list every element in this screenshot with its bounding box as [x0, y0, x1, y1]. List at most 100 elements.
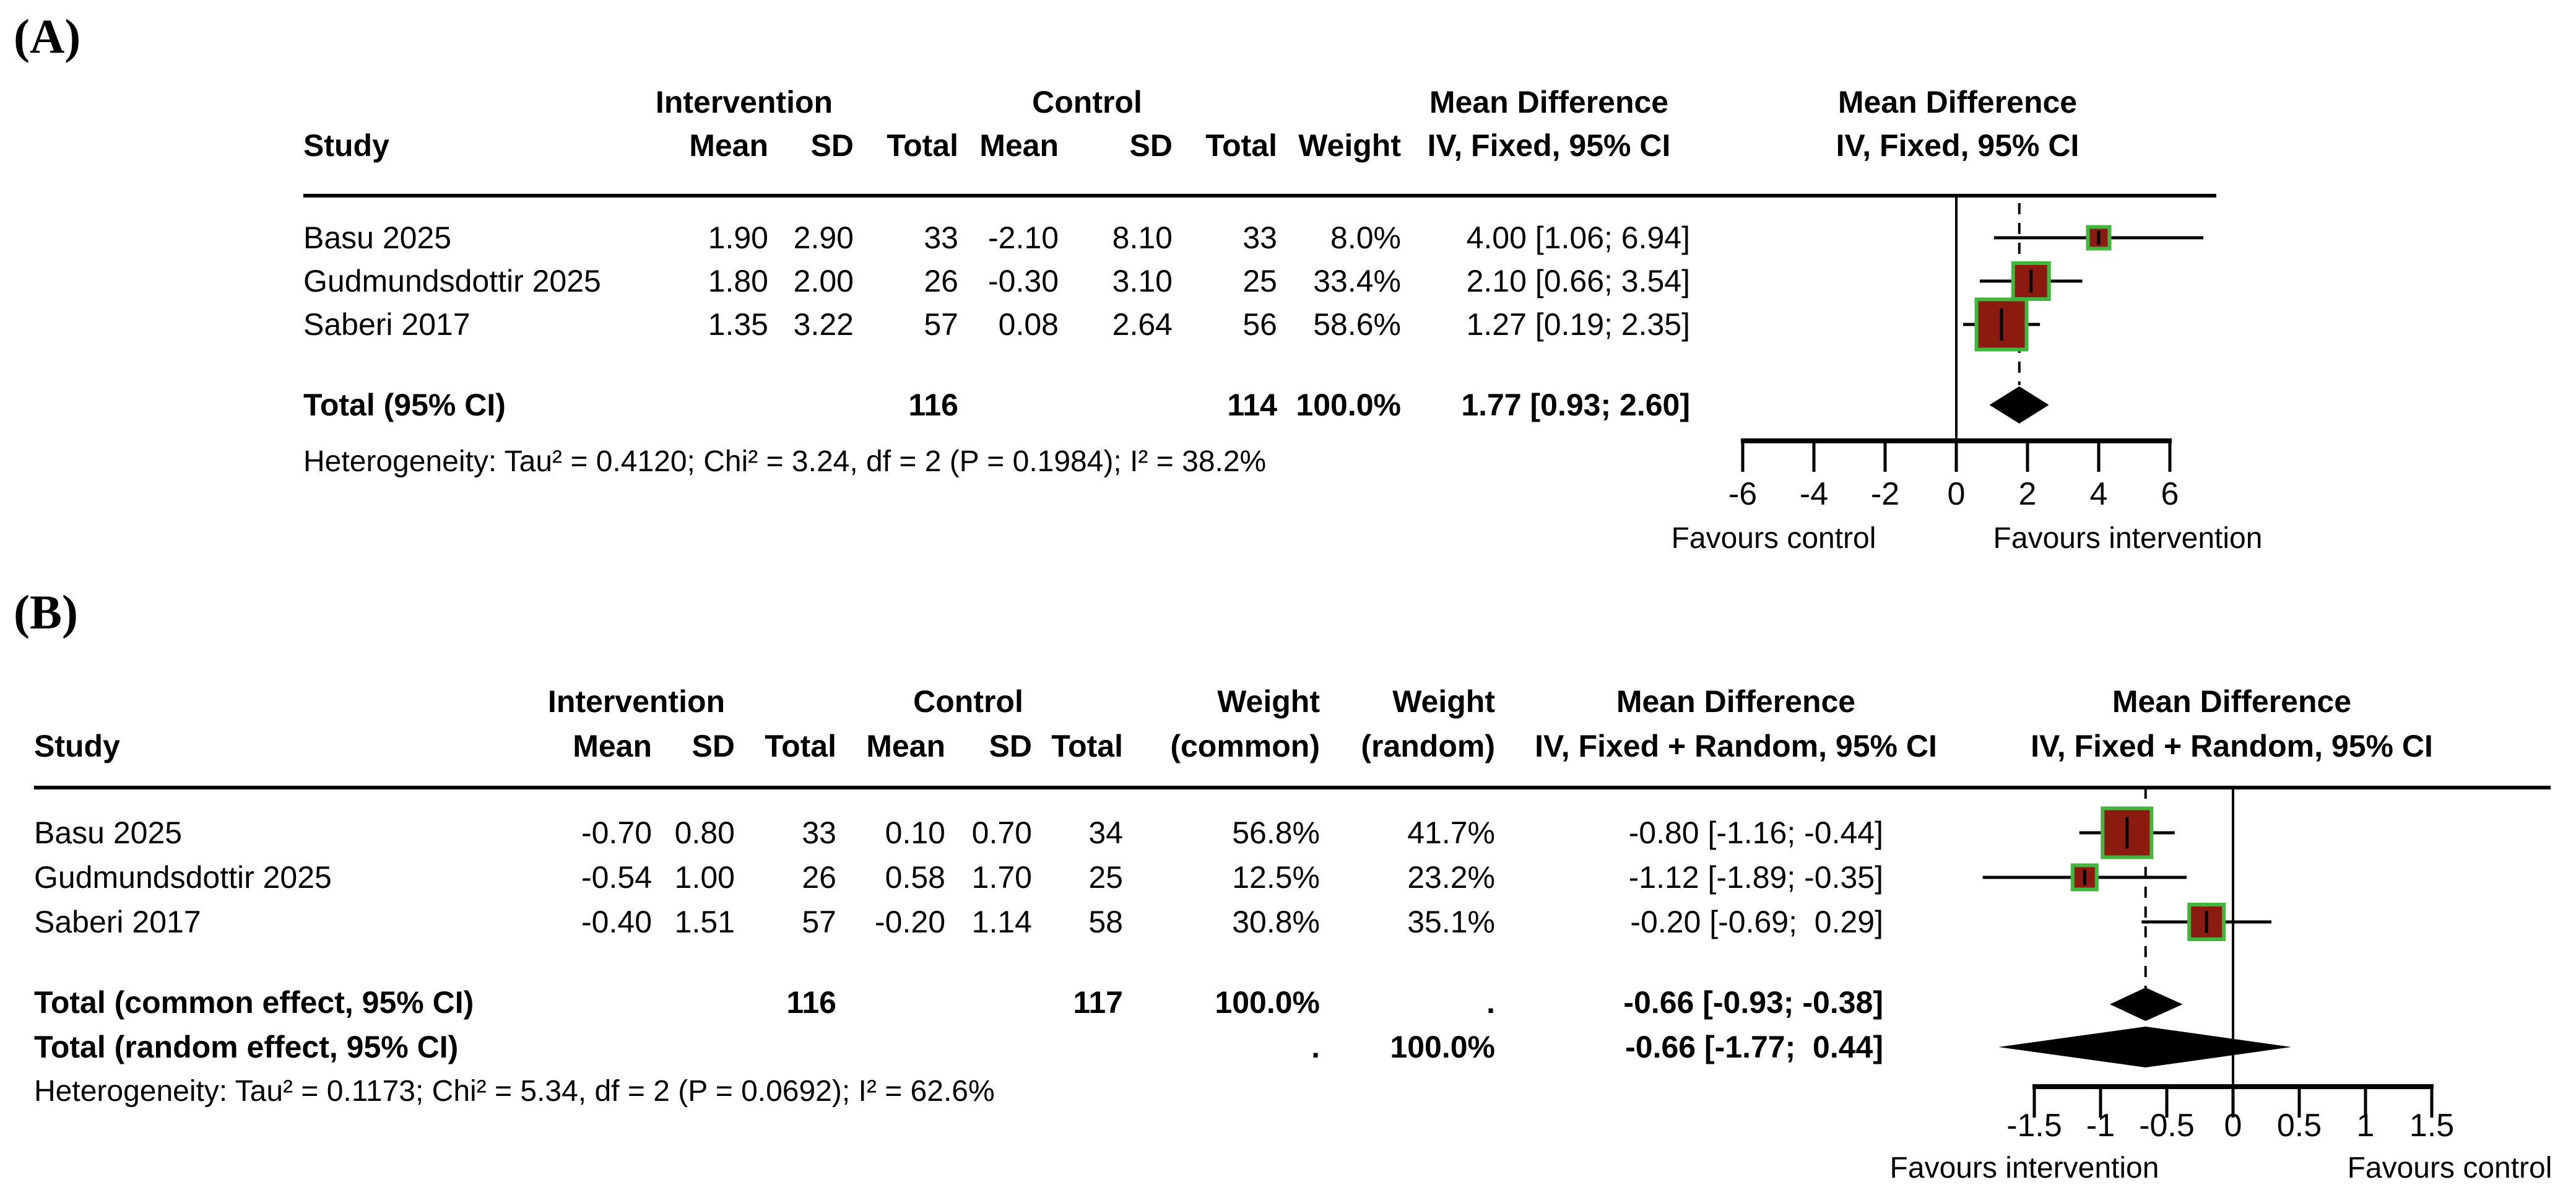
weight-common: 12.5% — [1232, 860, 1320, 895]
md-ci: 2.10 [0.66; 3.54] — [1466, 264, 1690, 298]
group-mean-difference-plot-a: Mean Difference — [1837, 85, 2078, 120]
intervention-total: 26 — [802, 860, 836, 895]
intervention-sd: 2.00 — [793, 264, 854, 298]
axis-tick-label: -6 — [1728, 476, 1757, 512]
control-mean: -0.30 — [988, 264, 1059, 298]
heterogeneity-text: Heterogeneity: Tau² = 0.1173; Chi² = 5.3… — [34, 1075, 995, 1108]
panel-b-group-header-row: Intervention Control Weight Weight Mean … — [0, 680, 2576, 723]
study-row-gudmundsdottir-a: Gudmundsdottir 2025 1.80 2.00 26 -0.30 3… — [0, 259, 2576, 303]
study-name: Saberi 2017 — [34, 905, 201, 939]
intervention-total: 57 — [924, 307, 958, 342]
control-total: 117 — [1073, 985, 1123, 1020]
control-total: 56 — [1242, 307, 1277, 342]
pooled-diamond — [1989, 386, 2049, 424]
intervention-total: 26 — [924, 264, 958, 298]
axis-tick-label: 1.5 — [2409, 1108, 2454, 1144]
col-intervention-mean-b: Mean — [573, 729, 652, 763]
study-name: Saberi 2017 — [303, 307, 471, 342]
control-mean: 0.58 — [885, 860, 945, 895]
col-control-mean-a: Mean — [979, 128, 1059, 163]
axis-tick-label: 1 — [2357, 1108, 2375, 1144]
intervention-total: 116 — [786, 985, 836, 1020]
intervention-sd: 1.51 — [674, 905, 735, 939]
md-ci: -0.20 [-0.69; 0.29] — [1630, 905, 1883, 939]
md-ci: -0.80 [-1.16; -0.44] — [1628, 815, 1883, 850]
col-intervention-mean-a: Mean — [689, 128, 768, 163]
heterogeneity-text: Heterogeneity: Tau² = 0.4120; Chi² = 3.2… — [303, 445, 1267, 478]
total-label: Total (common effect, 95% CI) — [34, 985, 474, 1020]
weight-random: . — [1486, 985, 1495, 1020]
weight-common: 100.0% — [1215, 985, 1320, 1020]
axis-tick-label: -0.5 — [2139, 1108, 2195, 1144]
forest-plot-b: -1.5 -1 -0.5 0 0.5 1 1.5 Favours intervention Fa… — [1890, 788, 2552, 1184]
control-sd: 3.10 — [1112, 264, 1173, 298]
axis-tick-label: 0.5 — [2277, 1108, 2322, 1144]
intervention-mean: -0.40 — [581, 905, 652, 939]
intervention-total: 33 — [924, 220, 958, 255]
col-control-sd-a: SD — [1129, 128, 1173, 163]
panel-a-column-header-row: Study Mean SD Total Mean SD Total Weight… — [0, 124, 2576, 167]
weight: 58.6% — [1313, 307, 1401, 342]
intervention-sd: 3.22 — [793, 307, 854, 342]
favours-left-label: Favours intervention — [1890, 1152, 2159, 1184]
control-total: 25 — [1088, 860, 1123, 895]
weight-common: . — [1311, 1030, 1320, 1064]
col-md-ci-text-b: IV, Fixed + Random, 95% CI — [1535, 729, 1937, 763]
control-total: 25 — [1242, 264, 1277, 298]
group-control-b: Control — [913, 684, 1023, 719]
col-control-mean-b: Mean — [866, 729, 945, 763]
md-ci: -0.66 [-1.77; 0.44] — [1625, 1030, 1883, 1064]
group-intervention-b: Intervention — [547, 684, 726, 719]
md-ci: 1.27 [0.19; 2.35] — [1466, 307, 1690, 342]
md-ci: 4.00 [1.06; 6.94] — [1466, 220, 1690, 255]
group-weight-common-b: Weight — [1217, 684, 1320, 719]
forest-plot-a: -6 -4 -2 0 2 4 6 Favours control Favours interve… — [1672, 197, 2263, 555]
control-total: 58 — [1088, 905, 1123, 939]
control-sd: 1.70 — [971, 860, 1032, 895]
weight-random: 41.7% — [1407, 815, 1495, 850]
axis-tick-label: 2 — [2019, 476, 2037, 512]
group-control-a: Control — [1032, 85, 1142, 120]
col-weight-random-b: (random) — [1361, 729, 1495, 763]
weight: 100.0% — [1296, 388, 1401, 422]
weight-random: 35.1% — [1407, 905, 1495, 939]
panel-b-column-header-row: Study Mean SD Total Mean SD Total (commo… — [0, 724, 2576, 768]
col-control-sd-b: SD — [989, 729, 1032, 763]
control-sd: 1.14 — [971, 905, 1032, 939]
intervention-sd: 1.00 — [674, 860, 735, 895]
weight-random: 100.0% — [1390, 1030, 1495, 1064]
col-md-ci-plot-a: IV, Fixed, 95% CI — [1836, 128, 2079, 163]
col-intervention-sd-a: SD — [810, 128, 854, 163]
axis-tick-label: -1.5 — [2006, 1108, 2062, 1144]
intervention-mean: 1.90 — [708, 220, 768, 255]
group-weight-random-b: Weight — [1392, 684, 1495, 719]
col-control-total-b: Total — [1051, 729, 1123, 763]
col-control-total-a: Total — [1205, 128, 1277, 163]
control-total: 114 — [1227, 388, 1277, 422]
weight-common: 56.8% — [1232, 815, 1320, 850]
control-mean: 0.08 — [998, 307, 1059, 342]
group-mean-difference-plot-b: Mean Difference — [2112, 684, 2352, 719]
col-md-ci-text-a: IV, Fixed, 95% CI — [1427, 128, 1671, 163]
axis-tick-label: -2 — [1871, 476, 1899, 512]
weight: 33.4% — [1313, 264, 1401, 298]
panel-b-label: (B) — [14, 585, 78, 639]
study-row-basu-a: Basu 2025 1.90 2.90 33 -2.10 8.10 33 8.0… — [0, 216, 2576, 259]
col-intervention-sd-b: SD — [692, 729, 735, 763]
group-intervention-a: Intervention — [655, 85, 833, 120]
axis-tick-label: -4 — [1800, 476, 1828, 512]
header-rule-a — [303, 194, 2216, 198]
control-mean: -0.20 — [875, 905, 945, 939]
intervention-mean: 1.80 — [708, 264, 768, 298]
control-sd: 2.64 — [1112, 307, 1173, 342]
total-row-a: Total (95% CI) 116 114 100.0% 1.77 [0.93… — [0, 383, 2576, 427]
control-mean: -2.10 — [988, 220, 1059, 255]
md-ci: 1.77 [0.93; 2.60] — [1461, 388, 1690, 422]
intervention-mean: -0.70 — [581, 815, 652, 850]
intervention-total: 33 — [802, 815, 836, 850]
axis-tick-label: 4 — [2090, 476, 2108, 512]
favours-right-label: Favours intervention — [1993, 522, 2263, 555]
md-ci: -1.12 [-1.89; -0.35] — [1628, 860, 1883, 895]
total-common-row-b: Total (common effect, 95% CI) 116 117 10… — [0, 981, 2576, 1024]
